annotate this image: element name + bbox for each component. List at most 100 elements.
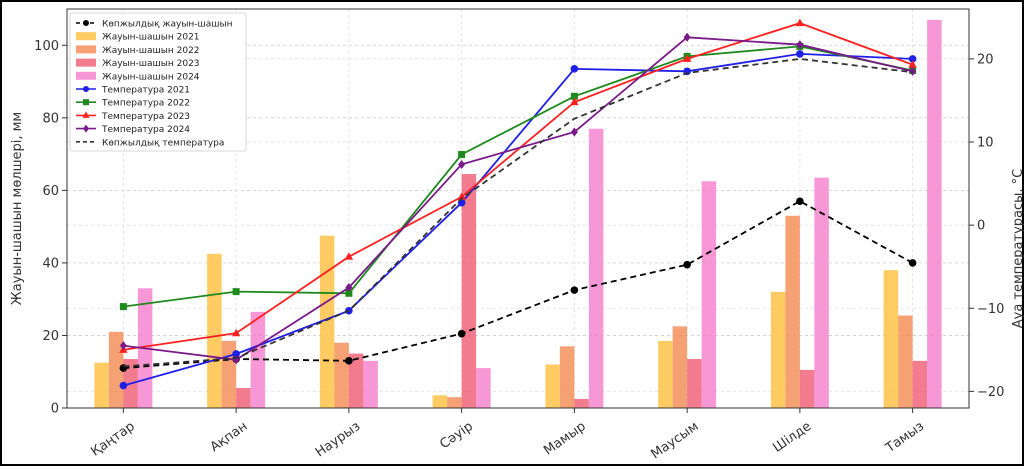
- marker-4-5: [683, 32, 691, 42]
- marker-3-2: [344, 252, 354, 260]
- tick-label-left-2: 40: [42, 256, 59, 271]
- bar-0-4: [545, 364, 560, 408]
- legend-label-3: Жауын-шашын 2023: [102, 59, 200, 69]
- marker-3-5: [682, 54, 692, 62]
- marker-2-4: [570, 92, 578, 100]
- marker-0-5: [683, 260, 691, 269]
- marker-4-3: [458, 159, 466, 169]
- legend-label-5: Температура 2021: [101, 86, 190, 96]
- marker-2-2: [345, 289, 353, 297]
- marker-1-4: [570, 65, 579, 73]
- legend-marker-5: [83, 86, 89, 92]
- legend-label-8: Температура 2024: [101, 125, 190, 135]
- bar-1-3: [447, 397, 462, 408]
- category-label-4: Мамыр: [541, 419, 589, 459]
- marker-1-1: [232, 350, 240, 358]
- marker-3-6: [795, 18, 805, 27]
- bar-2-4: [574, 398, 589, 408]
- legend-marker-7: [82, 111, 90, 118]
- tick-label-right-4: 20: [977, 52, 994, 67]
- marker-2-3: [458, 150, 466, 158]
- bar-0-1: [207, 253, 222, 408]
- category-label-6: Шілде: [770, 419, 814, 456]
- marker-4-2: [345, 282, 353, 292]
- bar-0-5: [658, 340, 673, 408]
- line-series-3: [123, 22, 913, 351]
- legend-swatch-4: [76, 71, 96, 80]
- bar-3-6: [814, 177, 829, 408]
- marker-0-7: [908, 259, 917, 267]
- bar-2-5: [687, 359, 702, 408]
- marker-0-6: [796, 197, 804, 206]
- legend-label-1: Жауын-шашын 2021: [102, 33, 200, 43]
- category-label-0: Қаңтар: [88, 419, 137, 460]
- bar-0-0: [94, 362, 109, 408]
- marker-3-4: [570, 97, 579, 106]
- bar-1-2: [334, 342, 349, 408]
- bar-1-6: [785, 215, 800, 408]
- tick-label-left-5: 100: [34, 39, 59, 54]
- bar-3-5: [701, 181, 717, 408]
- bar-0-6: [770, 291, 786, 408]
- legend-marker-0: [83, 20, 89, 26]
- marker-3-3: [457, 192, 466, 200]
- tick-label-left-0: 0: [51, 402, 59, 417]
- bar-2-3: [461, 174, 477, 408]
- bar-3-7: [927, 19, 942, 409]
- marker-1-7: [908, 55, 917, 63]
- line-series-0: [123, 200, 914, 369]
- legend-box: [69, 12, 247, 152]
- tick-label-left-3: 60: [42, 184, 59, 199]
- category-label-5: Маусым: [648, 419, 701, 462]
- legend-marker-8: [83, 124, 89, 133]
- legend-label-0: Көпжылдық жауын-шашын: [102, 20, 233, 30]
- bar-1-4: [559, 346, 575, 408]
- tick-label-right-3: 10: [977, 136, 994, 151]
- legend-label-2: Жауын-шашын 2022: [102, 46, 200, 56]
- marker-4-6: [796, 40, 804, 50]
- marker-4-4: [570, 127, 578, 137]
- bar-2-7: [912, 360, 928, 408]
- marker-1-0: [119, 381, 128, 390]
- line-series-5: [123, 57, 913, 368]
- legend: Көпжылдық жауын-шашын Жауын-шашын 2021 Жау…: [69, 12, 247, 152]
- bar-1-7: [898, 315, 913, 408]
- tick-label-right-2: 0: [977, 219, 985, 234]
- legend-label-6: Температура 2022: [101, 99, 190, 109]
- bar-2-2: [348, 353, 364, 408]
- category-label-7: Тамыз: [882, 419, 927, 457]
- legend-marker-6: [83, 99, 89, 106]
- bar-0-3: [432, 395, 448, 408]
- tick-label-right-0: −20: [977, 385, 1004, 400]
- y-axis-left-title: Жауын-шашын мөлшері, мм: [10, 112, 25, 305]
- bar-1-5: [672, 326, 688, 408]
- bar-2-6: [799, 369, 815, 408]
- tick-label-left-4: 80: [42, 111, 59, 126]
- category-label-1: Ақпан: [208, 419, 251, 455]
- tick-label-right-1: −10: [977, 302, 1004, 317]
- line-series-4: [123, 36, 913, 361]
- bar-0-7: [883, 270, 899, 408]
- plot-frame: [66, 8, 970, 409]
- legend-label-9: Көпжылдық температура: [102, 138, 224, 148]
- bar-1-0: [108, 331, 124, 408]
- bar-3-4: [588, 128, 604, 408]
- legend-swatch-1: [76, 32, 96, 41]
- marker-0-4: [570, 286, 579, 294]
- marker-2-1: [232, 288, 240, 296]
- marker-3-7: [908, 60, 917, 68]
- category-label-3: Сәуір: [437, 419, 476, 452]
- legend-label-7: Температура 2023: [101, 112, 190, 122]
- bar-2-1: [236, 388, 251, 408]
- marker-3-1: [231, 328, 241, 337]
- bar-3-3: [476, 368, 491, 408]
- line-series-2: [123, 45, 913, 308]
- legend-label-4: Жауын-шашын 2024: [102, 72, 200, 82]
- marker-2-0: [119, 303, 127, 311]
- bar-3-2: [363, 360, 378, 408]
- tick-label-left-1: 20: [42, 329, 59, 344]
- y-axis-right-title: Ауа температурасы, °C: [1011, 169, 1024, 329]
- bar-0-2: [319, 235, 335, 408]
